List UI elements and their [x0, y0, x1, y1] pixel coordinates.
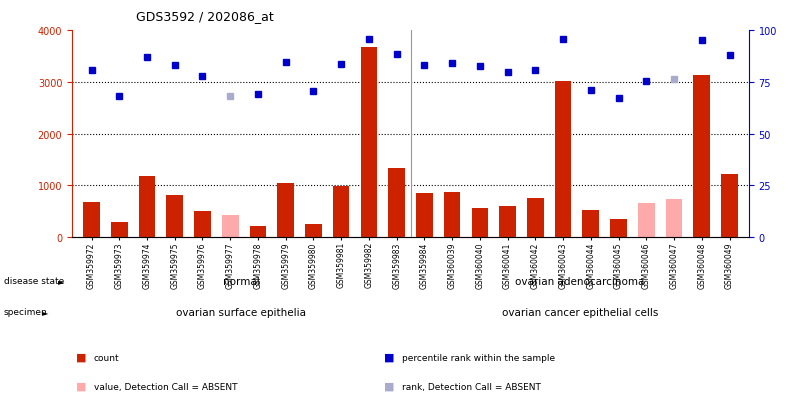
Text: ■: ■ [384, 381, 395, 391]
Bar [250, 227, 266, 237]
Text: ►: ► [58, 277, 64, 286]
Text: specimen: specimen [4, 308, 48, 317]
Bar [694, 76, 710, 237]
Bar [444, 192, 461, 237]
Text: rank, Detection Call = ABSENT: rank, Detection Call = ABSENT [402, 382, 541, 391]
Bar [666, 199, 682, 237]
Bar [388, 169, 405, 237]
Bar [277, 183, 294, 237]
Text: disease state: disease state [4, 277, 64, 286]
Text: GDS3592 / 202086_at: GDS3592 / 202086_at [136, 10, 274, 23]
Bar [194, 211, 211, 237]
Text: ovarian surface epithelia: ovarian surface epithelia [176, 307, 306, 317]
Bar [305, 225, 322, 237]
Bar [139, 177, 155, 237]
Text: ■: ■ [76, 381, 87, 391]
Bar [111, 223, 127, 237]
Bar [527, 198, 544, 237]
Text: value, Detection Call = ABSENT: value, Detection Call = ABSENT [94, 382, 237, 391]
Bar [472, 208, 488, 237]
Bar [555, 81, 571, 237]
Bar [638, 204, 654, 237]
Text: percentile rank within the sample: percentile rank within the sample [402, 353, 555, 362]
Bar [333, 187, 349, 237]
Bar [416, 194, 433, 237]
Text: ovarian cancer epithelial cells: ovarian cancer epithelial cells [501, 307, 658, 317]
Bar [167, 195, 183, 237]
Bar [83, 202, 100, 237]
Text: ►: ► [42, 308, 48, 317]
Text: normal: normal [223, 276, 260, 286]
Text: ovarian adenocarcinoma: ovarian adenocarcinoma [515, 276, 645, 286]
Bar [582, 210, 599, 237]
Bar [222, 216, 239, 237]
Bar [721, 175, 738, 237]
Text: count: count [94, 353, 119, 362]
Text: ■: ■ [384, 352, 395, 362]
Bar [610, 219, 627, 237]
Text: ■: ■ [76, 352, 87, 362]
Bar [499, 206, 516, 237]
Bar [360, 48, 377, 237]
